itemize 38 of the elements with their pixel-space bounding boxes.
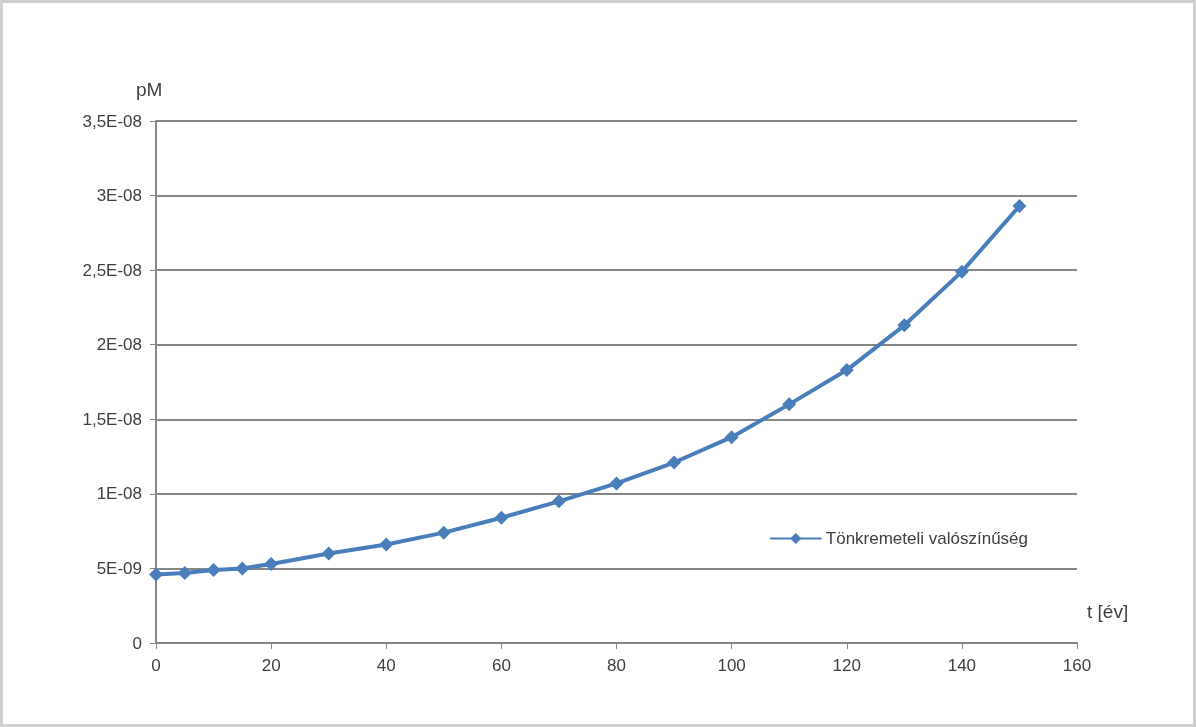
- x-tick-label: 0: [151, 656, 161, 675]
- y-tick-label: 5E-09: [96, 558, 142, 578]
- point: [954, 264, 969, 279]
- x-tick-label: 80: [607, 656, 626, 675]
- legend-label: Tönkremeteli valószínűség: [825, 529, 1029, 548]
- point: [379, 537, 394, 552]
- point: [177, 565, 192, 580]
- point: [149, 567, 163, 582]
- point: [724, 430, 739, 445]
- point: [667, 455, 682, 470]
- x-tick-label: 140: [947, 656, 977, 675]
- x-tick-label: 100: [717, 656, 746, 675]
- y-tick-label: 1,5E-08: [82, 409, 142, 429]
- point: [494, 510, 509, 525]
- y-tick-label: 2E-08: [96, 335, 142, 355]
- point: [782, 397, 797, 412]
- point: [839, 363, 854, 378]
- point: [609, 476, 624, 491]
- y-tick-label: 3E-08: [96, 186, 142, 206]
- y-tick-label: 2,5E-08: [82, 260, 142, 280]
- x-tick-label: 60: [491, 656, 511, 675]
- point: [897, 318, 912, 333]
- x-tick-label: 20: [261, 656, 281, 675]
- x-tick-label: 120: [832, 656, 861, 675]
- x-tick-label: 40: [376, 656, 396, 675]
- point: [321, 546, 336, 561]
- y-tick-label: 3,5E-08: [82, 111, 142, 131]
- point: [235, 561, 250, 576]
- y-tick-label: 0: [132, 633, 142, 653]
- x-axis-title: t [év]: [1087, 601, 1129, 622]
- point: [264, 556, 279, 571]
- point: [551, 494, 566, 509]
- point: [206, 562, 221, 577]
- y-tick-label: 1E-08: [96, 484, 142, 504]
- point: [1012, 199, 1027, 214]
- y-axis-title: pM: [136, 79, 163, 100]
- point: [436, 525, 451, 540]
- x-tick-label: 160: [1062, 656, 1092, 675]
